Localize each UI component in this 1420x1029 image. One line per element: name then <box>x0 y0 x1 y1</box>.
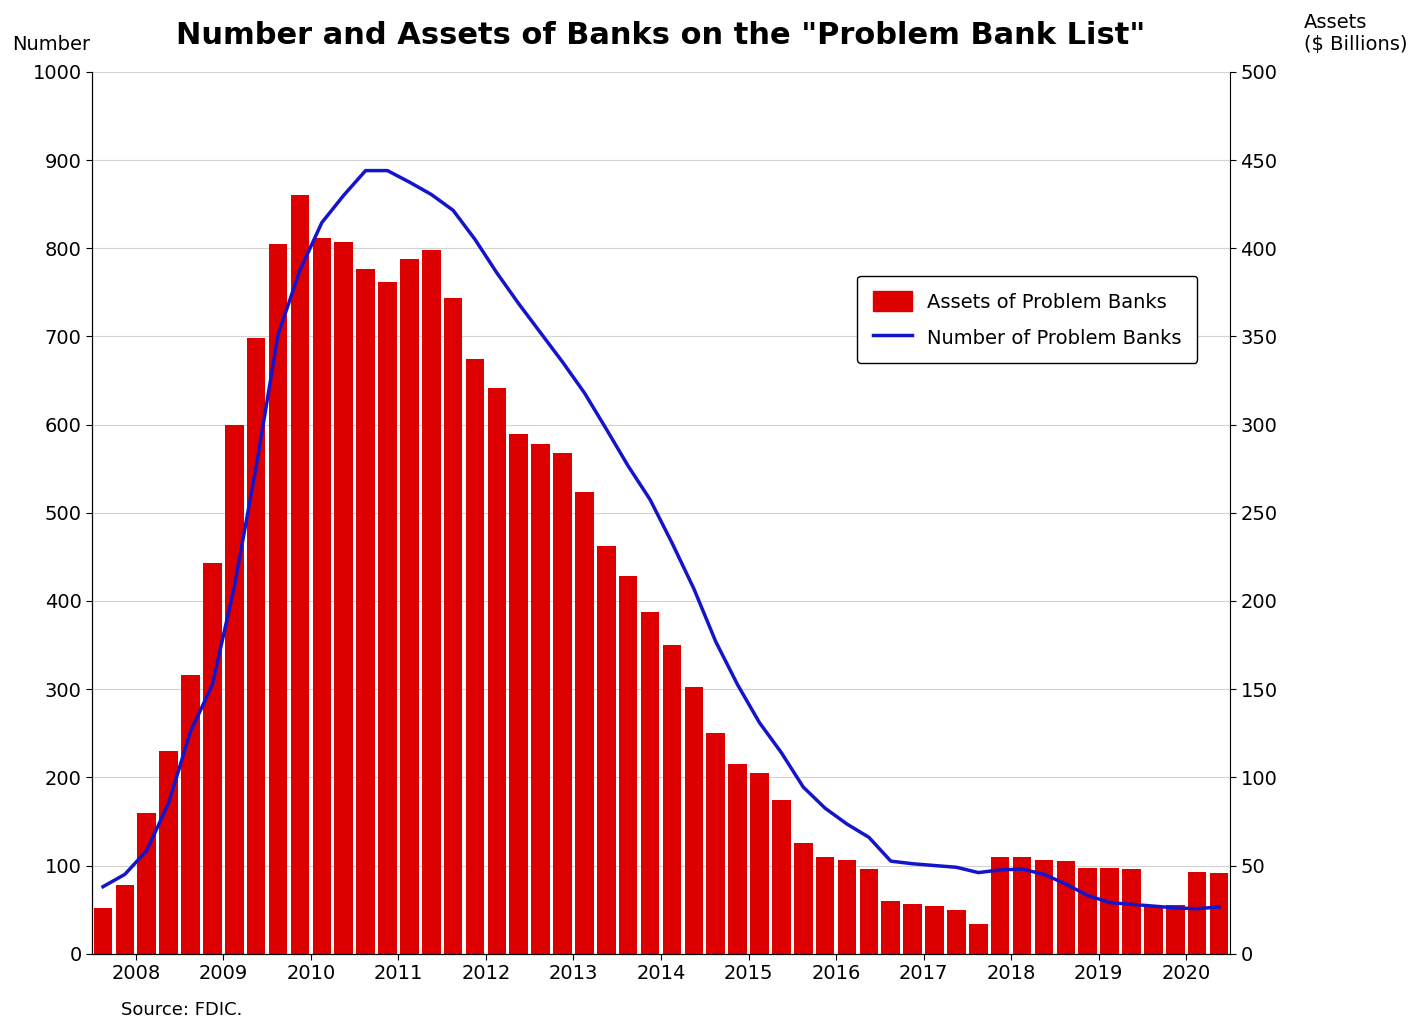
Bar <box>816 857 835 954</box>
Bar <box>312 238 331 954</box>
Bar <box>1145 907 1163 954</box>
Bar <box>182 675 200 954</box>
Bar <box>706 734 726 954</box>
Bar <box>138 814 156 954</box>
Bar <box>487 388 506 954</box>
Bar <box>247 339 266 954</box>
Bar <box>400 259 419 954</box>
Bar <box>619 576 638 954</box>
Legend: Assets of Problem Banks, Number of Problem Banks: Assets of Problem Banks, Number of Probl… <box>858 276 1197 363</box>
Bar <box>947 910 966 954</box>
Bar <box>575 492 594 954</box>
Text: Assets
($ Billions): Assets ($ Billions) <box>1304 13 1407 55</box>
Bar <box>1210 873 1228 954</box>
Bar <box>159 751 178 954</box>
Bar <box>531 443 550 954</box>
Text: Source: FDIC.: Source: FDIC. <box>121 1001 241 1019</box>
Bar <box>794 844 812 954</box>
Bar <box>378 282 396 954</box>
Bar <box>1012 857 1031 954</box>
Bar <box>1122 870 1140 954</box>
Bar <box>882 900 900 954</box>
Bar <box>356 270 375 954</box>
Bar <box>640 611 659 954</box>
Bar <box>903 904 922 954</box>
Bar <box>422 250 440 954</box>
Bar <box>926 907 944 954</box>
Bar <box>1056 861 1075 954</box>
Bar <box>991 857 1010 954</box>
Bar <box>444 297 463 954</box>
Bar <box>291 196 310 954</box>
Bar <box>94 908 112 954</box>
Bar <box>750 773 768 954</box>
Bar <box>684 687 703 954</box>
Bar <box>1078 868 1098 954</box>
Bar <box>1035 860 1054 954</box>
Bar <box>859 870 878 954</box>
Bar <box>968 924 987 954</box>
Bar <box>1166 906 1184 954</box>
Bar <box>772 801 791 954</box>
Bar <box>728 765 747 954</box>
Bar <box>334 242 354 954</box>
Bar <box>596 546 616 954</box>
Bar <box>1189 872 1207 954</box>
Bar <box>838 860 856 954</box>
Title: Number and Assets of Banks on the "Problem Bank List": Number and Assets of Banks on the "Probl… <box>176 21 1146 50</box>
Bar <box>554 453 572 954</box>
Bar <box>224 425 244 954</box>
Text: Number: Number <box>13 35 91 55</box>
Bar <box>510 434 528 954</box>
Bar <box>1100 868 1119 954</box>
Bar <box>663 645 682 954</box>
Bar <box>466 359 484 954</box>
Bar <box>268 244 287 954</box>
Bar <box>203 563 222 954</box>
Bar <box>115 885 133 954</box>
